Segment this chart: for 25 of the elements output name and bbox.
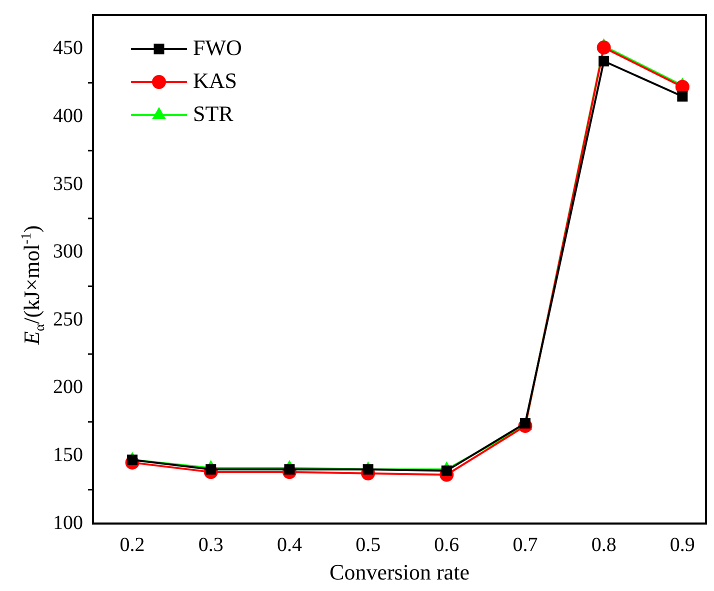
x-tick-label: 0.2	[120, 534, 145, 556]
point	[596, 40, 611, 55]
x-tick-label: 0.7	[512, 534, 538, 556]
x-tick-label: 0.8	[591, 534, 616, 556]
y-tick-label: 200	[53, 376, 83, 398]
x-tick-label: 0.3	[198, 534, 224, 556]
point	[362, 464, 374, 475]
x-tick-label: 0.9	[670, 534, 695, 556]
y-tick-label: 150	[53, 444, 83, 466]
x-tick-label: 0.4	[276, 534, 302, 556]
legend-label: STR	[193, 100, 234, 126]
point	[598, 56, 610, 66]
y-tick-label: 250	[53, 308, 83, 330]
y-tick-label: 450	[53, 37, 83, 60]
point	[284, 464, 295, 475]
y-tick-label: 400	[53, 104, 83, 127]
point	[677, 91, 688, 102]
x-axis-title: Conversion rate	[330, 560, 470, 585]
legend-label: KAS	[193, 68, 238, 93]
x-tick-label: 0.6	[434, 534, 460, 556]
legend-label: FWO	[193, 34, 242, 60]
x-tick-label: 0.5	[356, 534, 381, 556]
y-tick-label: 350	[53, 172, 83, 195]
y-tick-label: 100	[53, 512, 83, 534]
y-tick-label: 300	[53, 240, 83, 263]
